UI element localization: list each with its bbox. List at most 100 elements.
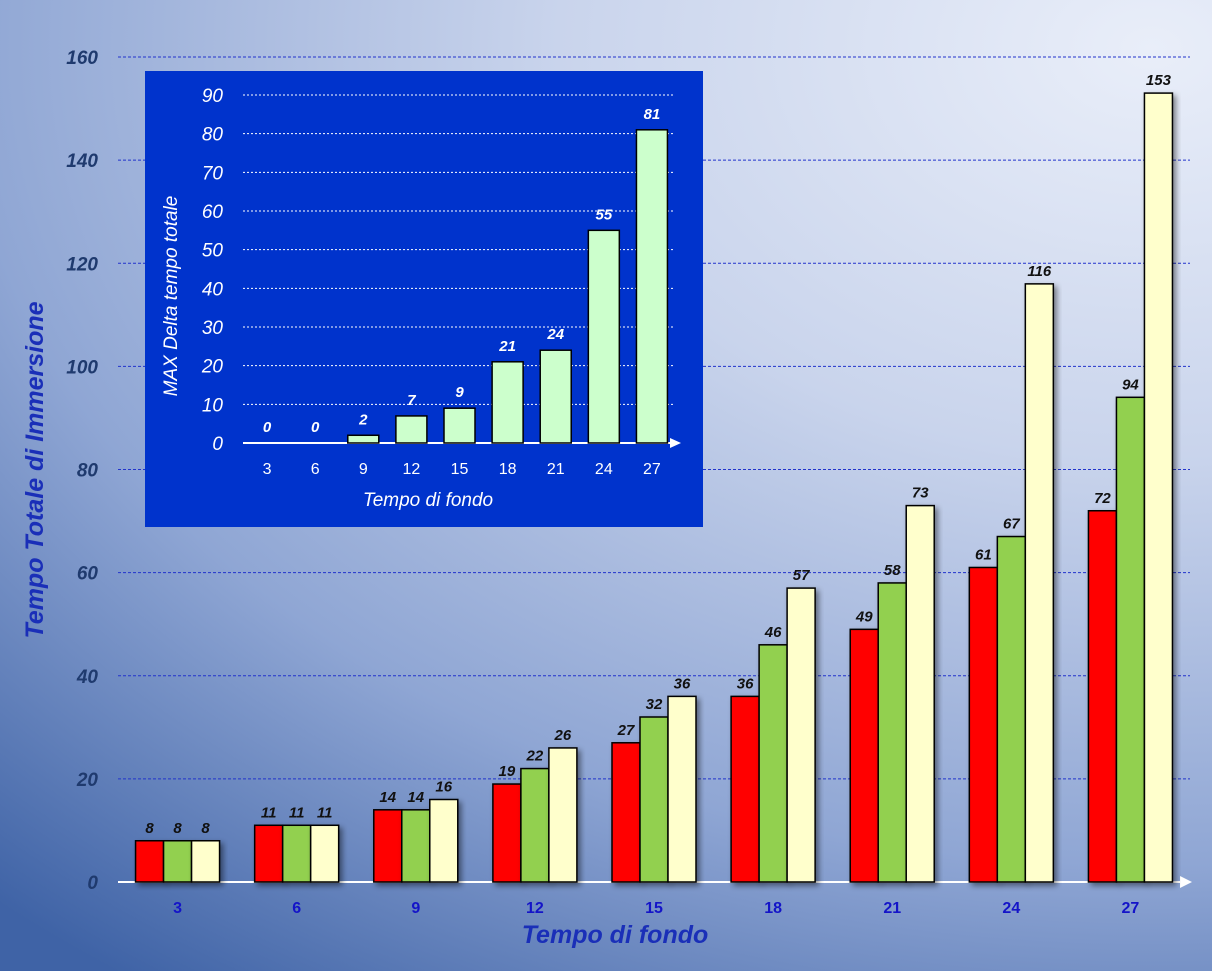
inset-y-tick-label: 40: [202, 279, 224, 300]
main-bar-value-label: 14: [379, 789, 396, 806]
inset-x-tick-label: 6: [311, 461, 320, 478]
main-bar: [905, 504, 935, 883]
main-x-axis-arrow: [1180, 876, 1192, 888]
main-bar-value-label: 57: [793, 567, 810, 584]
main-bar: [548, 747, 578, 883]
main-bar: [611, 742, 641, 883]
inset-y-tick-label: 0: [212, 434, 223, 455]
main-x-tick-label: 3: [173, 900, 182, 917]
main-bar: [162, 840, 193, 883]
main-bar-value-label: 19: [499, 763, 516, 780]
main-bar-value-label: 11: [289, 804, 305, 821]
inset-bar-value-label: 9: [455, 384, 464, 401]
main-bar-value-label: 46: [764, 624, 782, 641]
main-bar: [281, 824, 312, 883]
main-bar: [849, 628, 879, 883]
main-bar-value-label: 73: [912, 485, 929, 502]
main-bar-value-label: 11: [317, 804, 333, 821]
main-bar-value-label: 27: [617, 722, 635, 739]
main-bar: [373, 809, 403, 883]
inset-y-tick-label: 60: [202, 202, 224, 223]
main-bar: [1087, 510, 1118, 883]
main-bar: [401, 809, 431, 883]
main-x-tick-label: 18: [764, 900, 782, 917]
main-x-tick-label: 6: [292, 900, 301, 917]
main-bar: [877, 582, 907, 883]
main-x-tick-label: 21: [883, 900, 901, 917]
main-bar: [996, 535, 1027, 883]
main-bar: [667, 695, 697, 883]
inset-x-tick-label: 12: [402, 461, 420, 478]
main-x-tick-label: 27: [1122, 900, 1140, 917]
main-bar: [730, 695, 760, 883]
main-bar-value-label: 22: [526, 748, 544, 765]
inset-bar: [395, 415, 428, 444]
main-bar: [190, 840, 221, 883]
main-y-tick-label: 120: [66, 254, 98, 275]
inset-y-tick-label: 20: [201, 357, 224, 378]
inset-bar: [347, 434, 380, 444]
inset-x-tick-label: 21: [547, 461, 565, 478]
main-x-axis-title: Tempo di fondo: [522, 921, 709, 949]
main-bar-value-label: 67: [1003, 516, 1020, 533]
main-bar-value-label: 72: [1094, 490, 1111, 507]
inset-y-tick-label: 10: [202, 395, 224, 416]
inset-x-tick-label: 24: [595, 461, 613, 478]
inset-x-axis-title: Tempo di fondo: [363, 490, 493, 511]
main-bar: [520, 767, 550, 883]
main-y-tick-label: 160: [66, 48, 98, 69]
main-bar: [758, 644, 788, 883]
main-bar: [639, 716, 669, 883]
inset-bar-value-label: 0: [311, 419, 320, 436]
main-bar-value-label: 8: [145, 820, 154, 837]
inset-bar-value-label: 0: [263, 419, 272, 436]
main-y-tick-label: 60: [77, 564, 99, 585]
inset-bar: [443, 407, 476, 444]
main-bar: [492, 783, 522, 883]
main-bar: [134, 840, 165, 883]
inset-x-tick-label: 15: [451, 461, 469, 478]
main-bar: [968, 566, 999, 883]
inset-y-tick-label: 80: [202, 125, 224, 146]
main-bar-value-label: 36: [674, 675, 691, 692]
main-y-tick-label: 0: [87, 873, 98, 894]
inset-bar: [587, 229, 621, 444]
inset-y-tick-label: 70: [202, 163, 224, 184]
inset-x-tick-label: 3: [263, 461, 272, 478]
main-bar-value-label: 16: [435, 779, 452, 796]
main-bar-value-label: 14: [407, 789, 424, 806]
main-bar-value-label: 153: [1146, 72, 1172, 89]
main-y-tick-label: 80: [77, 461, 99, 482]
inset-y-tick-label: 90: [202, 86, 224, 107]
main-bar-value-label: 11: [261, 804, 277, 821]
main-bar-value-label: 61: [975, 546, 992, 563]
inset-y-axis-title: MAX Delta tempo totale: [161, 196, 182, 397]
inset-bar-value-label: 2: [358, 411, 368, 428]
main-bar-value-label: 32: [646, 696, 663, 713]
inset-x-tick-label: 9: [359, 461, 368, 478]
inset-bar-value-label: 21: [498, 338, 516, 355]
main-x-tick-label: 15: [645, 900, 663, 917]
inset-y-tick-label: 30: [202, 318, 224, 339]
main-bar: [786, 587, 816, 883]
main-bar: [1143, 92, 1174, 883]
main-bar: [309, 824, 340, 883]
main-bar-value-label: 94: [1122, 376, 1139, 393]
inset-chart: 0102030405060708090030629712915211824215…: [145, 71, 703, 527]
main-bar: [253, 824, 284, 883]
main-bar-value-label: 8: [201, 820, 210, 837]
main-y-tick-label: 40: [76, 667, 99, 688]
inset-bar-value-label: 81: [644, 106, 661, 123]
main-y-tick-label: 100: [66, 357, 98, 378]
inset-bar: [635, 129, 669, 444]
inset-bar-value-label: 24: [546, 326, 564, 343]
inset-y-tick-label: 50: [202, 241, 224, 262]
main-bar-value-label: 8: [173, 820, 182, 837]
main-bar: [429, 798, 459, 883]
main-x-tick-label: 24: [1002, 900, 1020, 917]
main-y-axis-title: Tempo Totale di Immersione: [21, 301, 49, 638]
main-y-tick-label: 20: [76, 770, 99, 791]
inset-bar: [491, 361, 524, 444]
